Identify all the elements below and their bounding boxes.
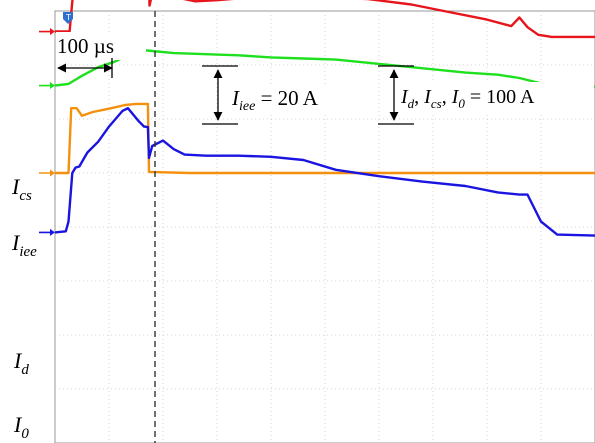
channel-arrows (39, 28, 55, 236)
iee-scale-annotation: Iiee = 20 A (202, 65, 342, 125)
time-scale-label: 100 µs (57, 34, 114, 58)
trigger-marker-icon: T (63, 12, 73, 24)
trace-I_0 (54, 106, 595, 237)
channel-arrow-I_iee (39, 82, 55, 90)
channel-arrow-I_0 (39, 228, 55, 236)
current-scale-label: Id, Ics, I0 = 100 A (400, 86, 535, 111)
channel-labels: Ics Iiee Id I0 (11, 174, 37, 442)
label-I_0: I0 (13, 412, 29, 442)
channel-arrow-I_d (39, 169, 55, 177)
channel-arrow-I_cs (39, 28, 55, 36)
svg-text:T: T (65, 13, 71, 22)
trace-I_cs (55, 0, 595, 39)
trace-I_d (55, 102, 595, 175)
time-scale-annotation: 100 µs (56, 32, 146, 78)
label-I_iee: Iiee (11, 230, 37, 260)
label-I_cs: Ics (11, 174, 32, 204)
iee-scale-label: Iiee = 20 A (231, 86, 319, 114)
current-scale-annotation: Id, Ics, I0 = 100 A (378, 65, 594, 125)
label-I_d: Id (13, 348, 29, 378)
